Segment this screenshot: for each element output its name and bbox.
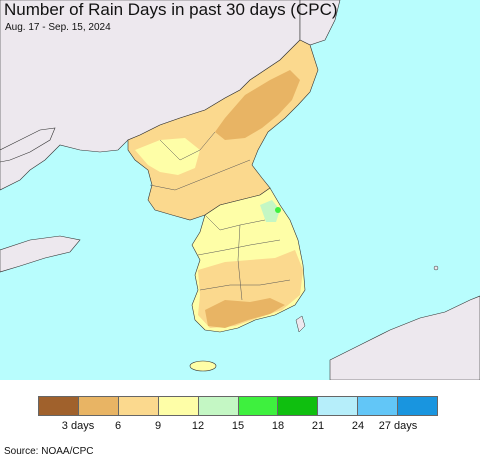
legend-label: 24 xyxy=(351,420,365,432)
color-legend xyxy=(38,396,438,416)
jeju-island xyxy=(189,360,217,372)
legend-label: 18 xyxy=(271,420,285,432)
shandong-peninsula xyxy=(0,235,81,273)
map-subtitle: Aug. 17 - Sep. 15, 2024 xyxy=(5,22,111,33)
legend-label: 27 days xyxy=(378,420,418,432)
legend-label: 9 xyxy=(154,420,162,432)
legend-swatch-6 xyxy=(238,397,279,415)
liaodong-peninsula xyxy=(0,127,56,163)
map-title: Number of Rain Days in past 30 days (CPC… xyxy=(4,0,338,19)
rain-days-map xyxy=(0,0,480,380)
legend-label: 6 xyxy=(114,420,122,432)
province-boundaries xyxy=(149,131,291,301)
tsushima-island xyxy=(295,315,306,333)
south-korea-wet-spot xyxy=(275,207,281,213)
legend-swatch-9 xyxy=(358,397,399,415)
source-credit: Source: NOAA/CPC xyxy=(4,446,94,457)
legend-swatch-2 xyxy=(78,397,119,415)
legend-label: 3 days xyxy=(61,420,95,432)
south-korea-southcoast-dark xyxy=(205,298,285,328)
legend-label: 21 xyxy=(311,420,325,432)
north-korea-dry-zone xyxy=(215,70,300,140)
legend-swatch-8 xyxy=(318,397,359,415)
legend-swatch-1 xyxy=(39,397,79,415)
japan-landmass xyxy=(329,295,480,380)
legend-swatch-3 xyxy=(118,397,159,415)
legend-swatch-4 xyxy=(158,397,199,415)
legend-label: 15 xyxy=(231,420,245,432)
south-korea-east-green xyxy=(260,200,280,222)
legend-swatch-5 xyxy=(198,397,239,415)
legend-labels: 3 days 6 9 12 15 18 21 24 27 days xyxy=(38,420,438,434)
legend-swatch-7 xyxy=(278,397,319,415)
legend-label: 12 xyxy=(191,420,205,432)
legend-swatch-10 xyxy=(398,397,438,415)
north-korea-west-light xyxy=(135,138,200,175)
ulleungdo-island xyxy=(433,265,439,271)
